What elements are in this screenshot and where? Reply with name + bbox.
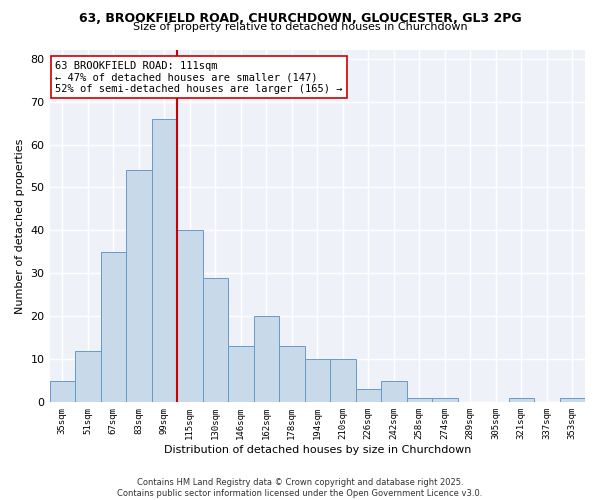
Bar [560,398,585,402]
Bar [50,381,75,402]
Bar [305,360,330,403]
Bar [126,170,152,402]
Bar [203,278,228,402]
Bar [407,398,432,402]
Text: 63, BROOKFIELD ROAD, CHURCHDOWN, GLOUCESTER, GL3 2PG: 63, BROOKFIELD ROAD, CHURCHDOWN, GLOUCES… [79,12,521,26]
Bar [279,346,305,403]
Text: 63 BROOKFIELD ROAD: 111sqm
← 47% of detached houses are smaller (147)
52% of sem: 63 BROOKFIELD ROAD: 111sqm ← 47% of deta… [55,60,343,94]
Bar [509,398,534,402]
Bar [152,118,177,403]
Bar [177,230,203,402]
Y-axis label: Number of detached properties: Number of detached properties [15,138,25,314]
Bar [254,316,279,402]
Bar [330,360,356,403]
Bar [75,351,101,403]
Bar [432,398,458,402]
Bar [356,390,381,402]
Text: Contains HM Land Registry data © Crown copyright and database right 2025.
Contai: Contains HM Land Registry data © Crown c… [118,478,482,498]
X-axis label: Distribution of detached houses by size in Churchdown: Distribution of detached houses by size … [164,445,471,455]
Bar [381,381,407,402]
Bar [228,346,254,403]
Text: Size of property relative to detached houses in Churchdown: Size of property relative to detached ho… [133,22,467,32]
Bar [101,252,126,402]
